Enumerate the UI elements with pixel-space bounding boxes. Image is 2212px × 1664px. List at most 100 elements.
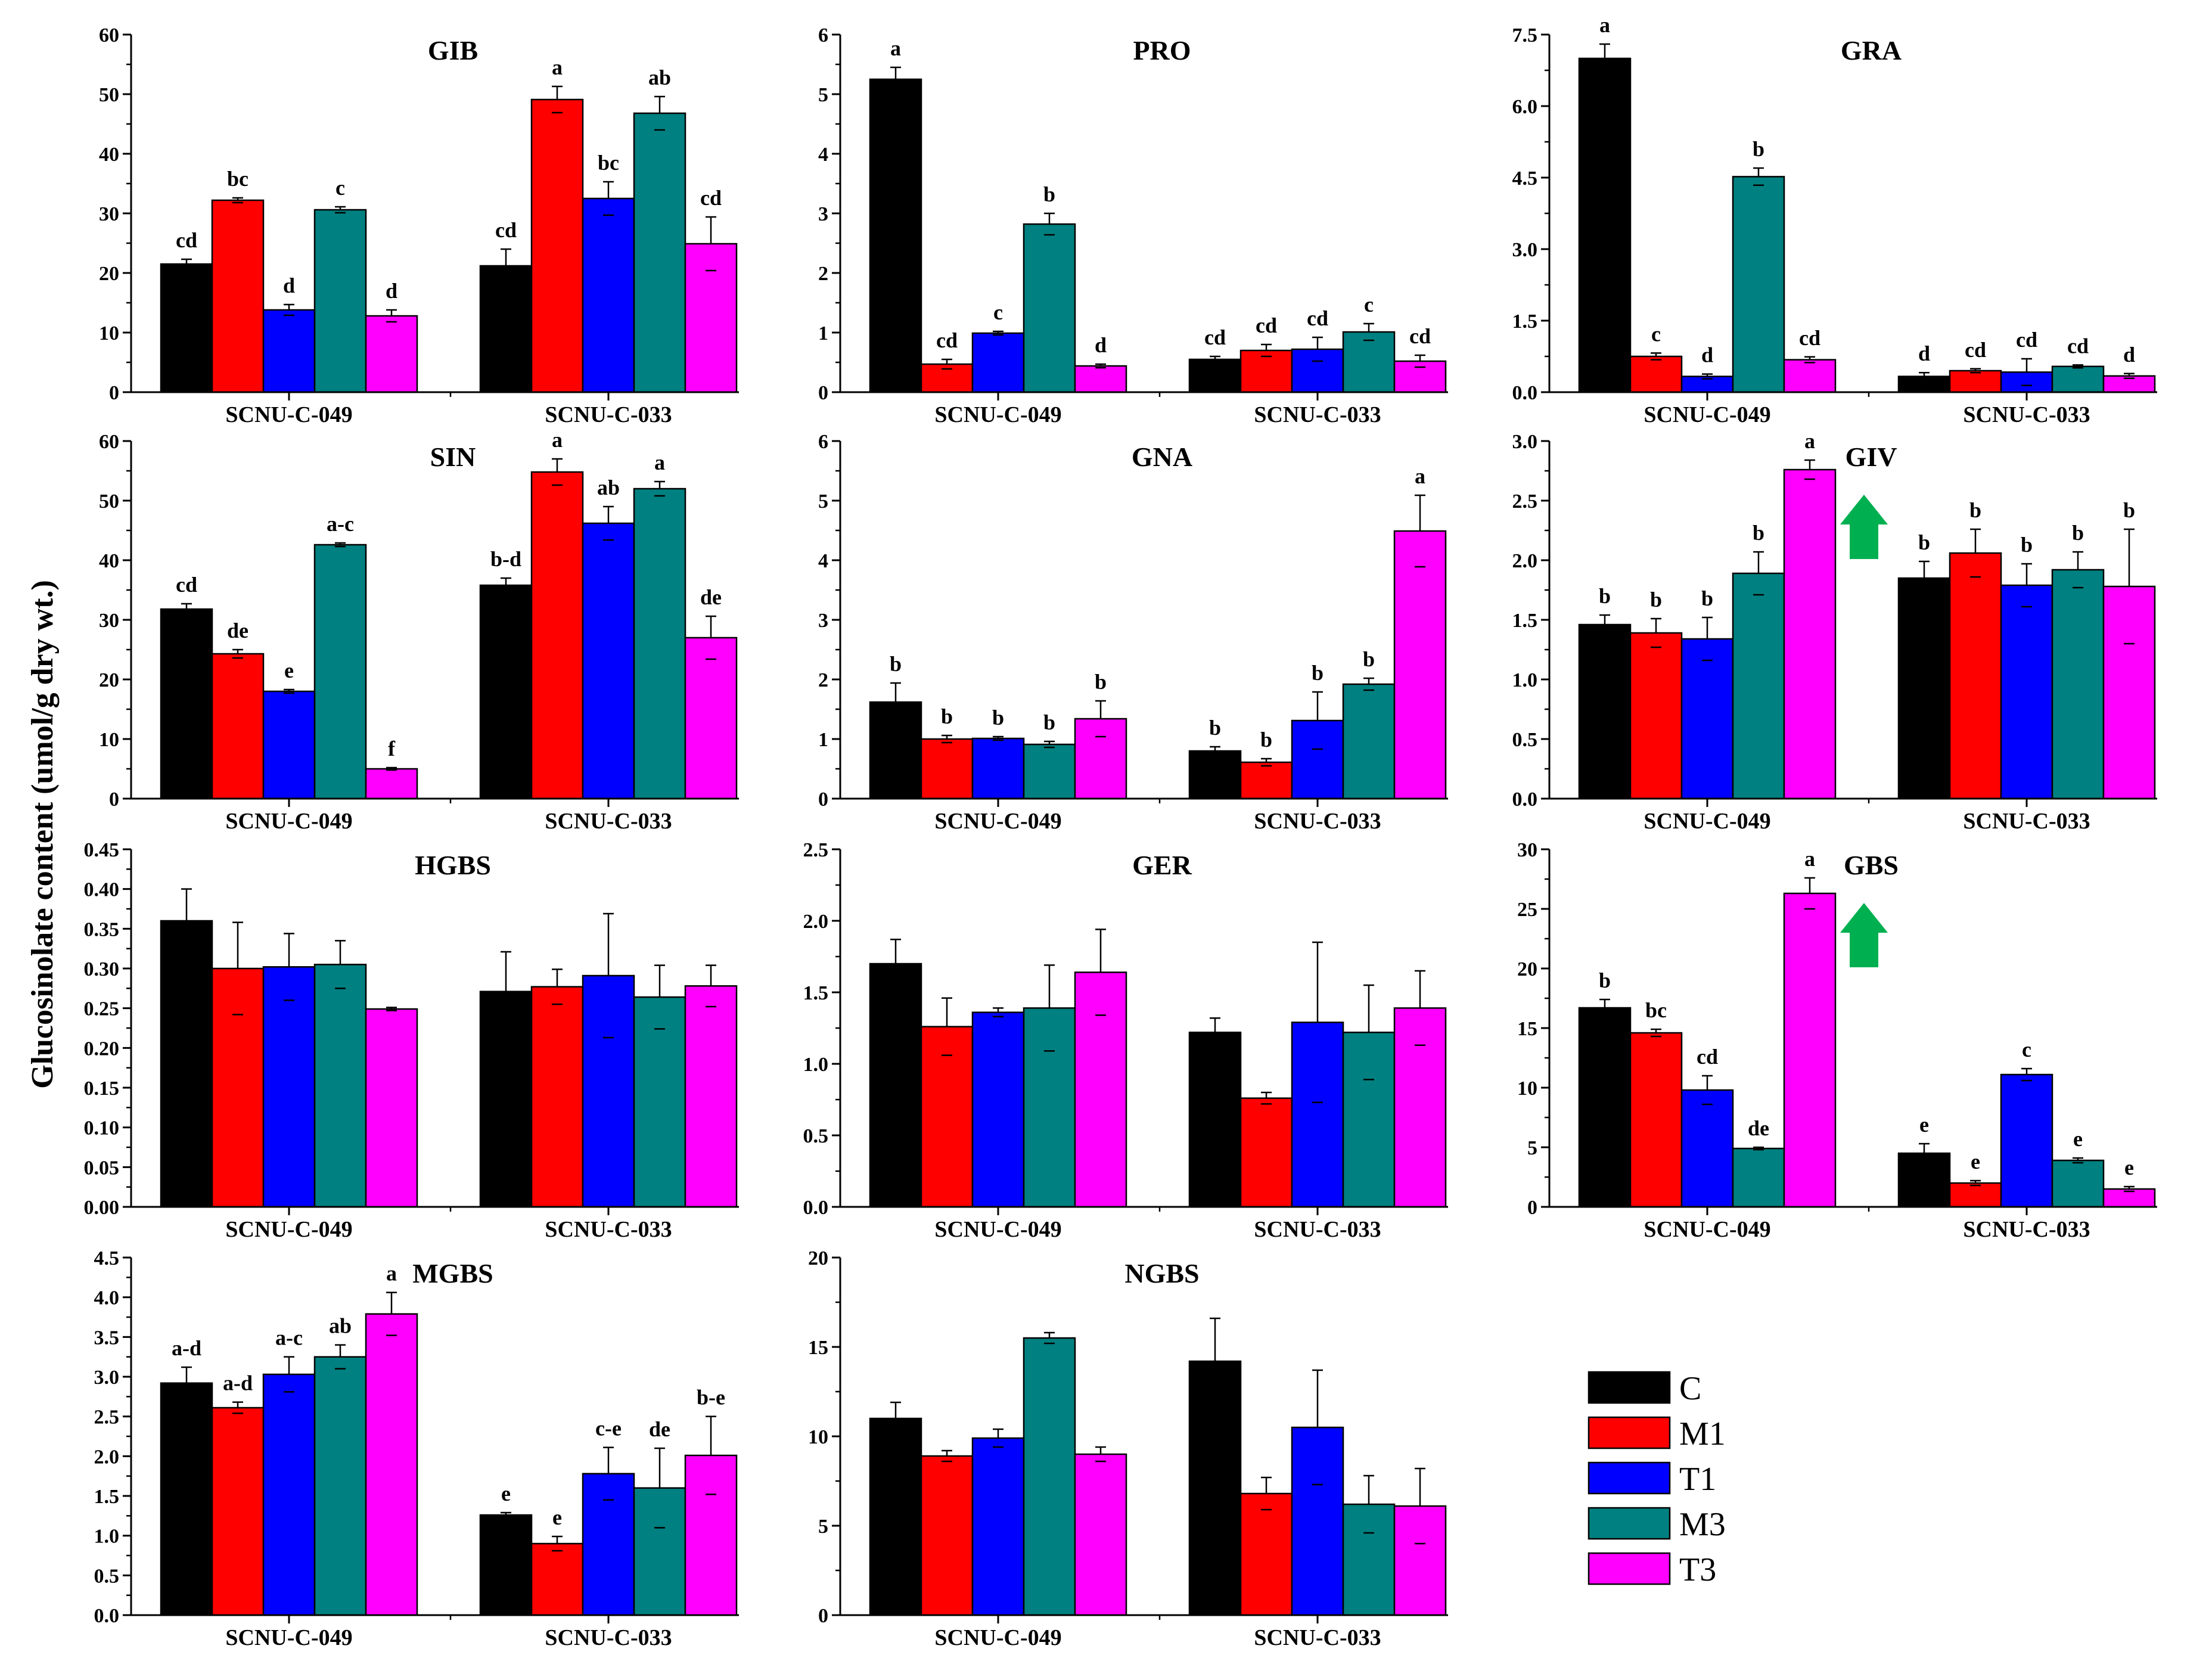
panel-title-pro: PRO [1133, 35, 1191, 66]
bar-gna-scnu-c-033-m1 [1239, 761, 1293, 800]
panel-gbs: b bc cd de a e e c e e 0 5 10 15 20 25 30 SCNU-C-049 SCNU-… [1517, 839, 2157, 1242]
bar-gib-scnu-c-049-c [160, 263, 213, 393]
significance-letter: b [1650, 588, 1662, 611]
bar-gna-scnu-c-049-t3 [1074, 718, 1127, 800]
y-tick-label: 0.05 [84, 1157, 120, 1179]
y-tick-label: 0.0 [1512, 382, 1538, 404]
significance-letter: a [1599, 13, 1610, 37]
legend-swatch-m1 [1587, 1416, 1671, 1449]
significance-letter: a [890, 36, 901, 60]
bar-gib-scnu-c-033-t3 [684, 243, 738, 393]
bar-gna-scnu-c-049-m1 [920, 738, 974, 800]
error-bar-pro-scnu-c-049-c [890, 66, 901, 92]
significance-letter: bc [598, 151, 619, 175]
bar-sin-scnu-c-049-m1 [211, 653, 265, 800]
significance-letter: b [1701, 586, 1713, 610]
error-bar-gna-scnu-c-049-m1 [942, 734, 952, 744]
bar-ger-scnu-c-033-t1 [1291, 1022, 1344, 1208]
significance-letter: bc [1645, 998, 1667, 1022]
error-bar-pro-scnu-c-033-t3 [1415, 354, 1425, 368]
bar-mgbs-scnu-c-049-t1 [262, 1373, 316, 1616]
error-bar-sin-scnu-c-033-t1 [603, 505, 614, 541]
y-tick-label: 0.00 [84, 1197, 120, 1219]
error-bar-mgbs-scnu-c-033-t3 [706, 1415, 716, 1495]
bar-ngbs-scnu-c-033-t1 [1291, 1426, 1344, 1616]
error-bar-ger-scnu-c-033-m1 [1261, 1091, 1272, 1105]
bar-mgbs-scnu-c-049-m3 [313, 1356, 367, 1616]
significance-letter: e [284, 659, 294, 682]
legend-label-m1: M1 [1679, 1415, 1726, 1452]
error-bar-gra-scnu-c-049-t3 [1804, 356, 1815, 364]
legend-label-t3: T3 [1679, 1551, 1716, 1588]
significance-letter: a-d [172, 1336, 201, 1360]
significance-letter: cd [936, 328, 958, 352]
x-tick-label: SCNU-C-049 [1644, 1217, 1770, 1242]
bar-hgbs-scnu-c-033-t3 [684, 985, 738, 1208]
bar-gib-scnu-c-033-m1 [530, 98, 584, 393]
error-bar-gbs-scnu-c-033-t1 [2021, 1067, 2032, 1082]
bar-ngbs-scnu-c-033-m1 [1239, 1492, 1293, 1616]
significance-letter: b-e [697, 1386, 725, 1410]
panel-title-gib: GIB [428, 35, 478, 66]
error-bar-sin-scnu-c-033-m3 [654, 480, 665, 497]
error-bar-giv-scnu-c-033-m1 [1970, 528, 1981, 578]
y-tick-label: 4 [818, 144, 828, 166]
bar-giv-scnu-c-049-c [1578, 623, 1632, 800]
bar-mgbs-scnu-c-033-m1 [530, 1542, 584, 1616]
legend-swatch-t1 [1587, 1461, 1671, 1495]
y-tick-label: 4 [818, 550, 828, 572]
error-bar-hgbs-scnu-c-049-t3 [386, 1007, 397, 1011]
bar-sin-scnu-c-049-m3 [313, 544, 367, 800]
y-tick-label: 15 [1517, 1018, 1537, 1040]
significance-letter: b [1043, 182, 1055, 206]
bar-ngbs-scnu-c-049-m3 [1023, 1337, 1076, 1616]
error-bar-ger-scnu-c-033-m3 [1363, 984, 1374, 1081]
error-bar-giv-scnu-c-049-t3 [1804, 459, 1815, 480]
y-tick-label: 0 [818, 382, 828, 404]
bar-gra-scnu-c-033-t3 [2102, 375, 2156, 393]
significance-letter: cd [1965, 338, 1986, 362]
error-bar-gra-scnu-c-049-m1 [1651, 352, 1661, 361]
significance-letter: e [501, 1482, 511, 1505]
error-bar-ngbs-scnu-c-033-t3 [1415, 1467, 1425, 1545]
error-bar-ngbs-scnu-c-049-t3 [1095, 1446, 1106, 1463]
bar-gna-scnu-c-033-c [1188, 750, 1242, 800]
bar-pro-scnu-c-049-m3 [1023, 223, 1076, 393]
error-bar-gna-scnu-c-033-m3 [1363, 677, 1374, 691]
bar-sin-scnu-c-033-m3 [633, 488, 686, 800]
x-tick-label: SCNU-C-033 [1254, 1217, 1381, 1242]
error-bar-mgbs-scnu-c-033-m3 [654, 1447, 665, 1529]
bar-sin-scnu-c-049-t3 [365, 768, 418, 800]
y-tick-label: 1.5 [1512, 311, 1538, 333]
error-bar-ger-scnu-c-033-t1 [1312, 941, 1323, 1104]
error-bar-gra-scnu-c-049-c [1599, 43, 1610, 74]
significance-letter: bc [227, 167, 248, 191]
error-bar-gna-scnu-c-049-t1 [993, 735, 1004, 741]
y-tick-label: 25 [1517, 899, 1537, 921]
bar-hgbs-scnu-c-033-t1 [582, 974, 635, 1208]
bar-mgbs-scnu-c-049-t3 [365, 1313, 418, 1616]
error-bar-hgbs-scnu-c-049-c [181, 888, 192, 954]
error-bar-sin-scnu-c-033-t3 [706, 615, 716, 660]
panel-title-gbs: GBS [1844, 850, 1899, 880]
significance-letter: b [1043, 710, 1055, 734]
panel-giv: b b b b a b b b b b 0.0 0.5 1.0 1.5 2.0 2.5 3.0 SCNU-C-04… [1512, 429, 2157, 834]
error-bar-gra-scnu-c-033-t1 [2021, 358, 2032, 387]
error-bar-ngbs-scnu-c-049-c [890, 1401, 901, 1436]
bar-giv-scnu-c-033-c [1897, 577, 1951, 800]
significance-letter: a-c [327, 512, 354, 536]
y-tick-label: 3.5 [94, 1327, 120, 1349]
error-bar-pro-scnu-c-049-t3 [1095, 363, 1106, 369]
significance-letter: b [1599, 968, 1611, 992]
panel-title-hgbs: HGBS [415, 850, 491, 880]
significance-letter: b [1969, 498, 1981, 522]
significance-letter: b [2123, 498, 2135, 522]
y-tick-label: 1.0 [803, 1054, 829, 1076]
x-tick-label: SCNU-C-033 [1254, 809, 1381, 834]
bar-pro-scnu-c-049-t3 [1074, 365, 1127, 393]
bar-giv-scnu-c-049-t3 [1783, 468, 1837, 800]
error-bar-gna-scnu-c-049-m3 [1044, 740, 1055, 749]
error-bar-ger-scnu-c-033-t3 [1415, 970, 1425, 1047]
bar-gna-scnu-c-033-m3 [1342, 683, 1396, 800]
x-tick-label: SCNU-C-049 [225, 402, 352, 427]
